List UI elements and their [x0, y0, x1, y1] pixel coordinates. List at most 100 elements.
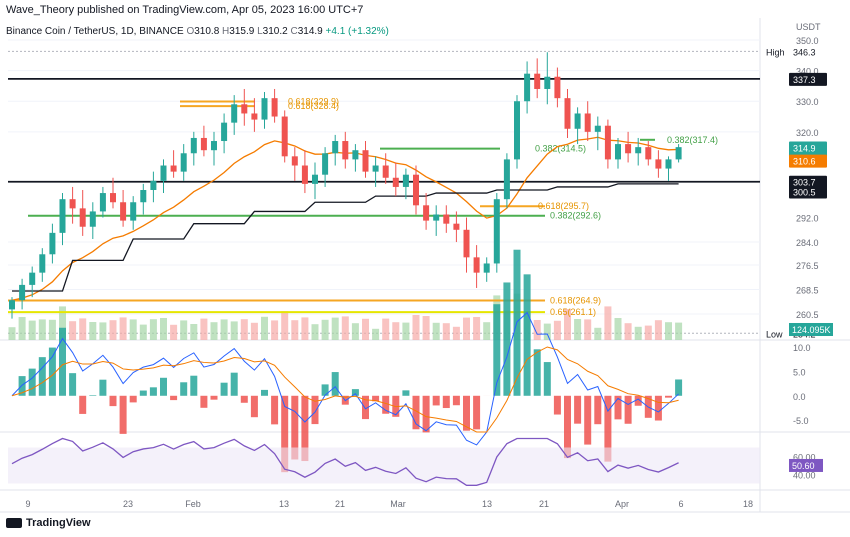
- candle-body: [301, 165, 308, 184]
- macd-histogram-bar: [523, 274, 531, 396]
- volume-bar: [624, 323, 632, 340]
- volume-bar: [351, 323, 359, 340]
- macd-histogram-bar: [180, 382, 188, 396]
- symbol-info: Binance Coin / TetherUS, 1D, BINANCE O31…: [6, 26, 389, 37]
- volume-bar: [362, 318, 369, 340]
- symbol-name: Binance Coin / TetherUS, 1D, BINANCE: [6, 26, 184, 37]
- candle-body: [160, 165, 167, 181]
- volume-bar: [79, 318, 87, 340]
- volume-label-bg: [789, 323, 833, 336]
- volume-bar: [665, 322, 672, 340]
- price-label: 314.9: [793, 143, 816, 153]
- tradingview-logo-icon: [6, 518, 22, 528]
- volume-bar: [452, 326, 460, 340]
- macd-histogram-bar: [634, 395, 642, 406]
- macd-histogram-bar: [574, 395, 582, 424]
- volume-bar: [109, 320, 117, 340]
- macd-histogram-bar: [291, 395, 299, 460]
- macd-histogram-bar: [624, 395, 632, 424]
- high-value: 346.3: [793, 47, 816, 57]
- fib-label: 0.618(329.9): [288, 97, 339, 107]
- macd-histogram-bar: [149, 387, 157, 396]
- macd-histogram-bar: [362, 395, 369, 420]
- volume-bar: [301, 317, 309, 340]
- candle-body: [120, 202, 127, 221]
- volume-bar: [160, 318, 167, 340]
- macd-histogram-bar: [210, 395, 218, 400]
- volume-bar: [119, 317, 127, 340]
- volume-bar: [473, 317, 481, 340]
- macd-histogram-bar: [311, 395, 319, 425]
- macd-histogram-bar: [432, 395, 440, 406]
- candle-body: [514, 101, 520, 160]
- macd-histogram-bar: [442, 395, 450, 409]
- low-label: L: [257, 26, 263, 37]
- macd-histogram-bar: [553, 395, 561, 415]
- candle-body: [291, 156, 298, 166]
- volume-bar: [564, 309, 571, 340]
- macd-line: [11, 311, 679, 446]
- candle-body: [564, 98, 571, 129]
- volume-bar: [139, 324, 147, 340]
- published-caption: Wave_Theory published on TradingView.com…: [6, 4, 364, 16]
- volume-bar: [28, 320, 36, 340]
- candle-body: [584, 113, 591, 132]
- fib-label: 0.618(295.7): [538, 201, 589, 211]
- volume-bar: [8, 327, 16, 340]
- macd-histogram-bar: [382, 395, 390, 414]
- macd-histogram-bar: [139, 390, 147, 396]
- x-tick-label: 6: [678, 499, 683, 509]
- candle-body: [170, 165, 177, 172]
- volume-bar: [392, 322, 400, 340]
- candle-body: [413, 174, 419, 206]
- macd-tick-label: 10.0: [793, 343, 811, 353]
- candle-body: [635, 147, 642, 154]
- candle-body: [130, 202, 137, 221]
- fib-label: 0.618(264.9): [550, 296, 601, 306]
- volume-bar: [240, 319, 248, 340]
- macd-histogram-bar: [584, 395, 592, 445]
- volume-bar: [584, 319, 592, 340]
- macd-histogram-bar: [160, 377, 167, 396]
- macd-histogram-bar: [271, 395, 279, 425]
- macd-histogram-bar: [402, 390, 410, 396]
- macd-histogram-bar: [473, 395, 481, 430]
- candle-body: [69, 199, 76, 209]
- volume-bar: [230, 321, 238, 340]
- macd-histogram-bar: [452, 395, 460, 406]
- volume-bar: [220, 319, 228, 340]
- volume-bar: [463, 317, 470, 340]
- x-tick-label: 23: [123, 499, 133, 509]
- y-tick-label: 340.0: [796, 67, 819, 77]
- macd-histogram-bar: [220, 382, 228, 396]
- high-label: High: [766, 47, 785, 57]
- x-tick-label: 9: [25, 499, 30, 509]
- candle-body: [79, 208, 86, 227]
- y-tick-label: 284.0: [796, 238, 819, 248]
- candle-body: [503, 159, 510, 200]
- candle-body: [423, 205, 430, 221]
- macd-histogram-bar: [301, 395, 309, 462]
- volume-bar: [200, 318, 208, 340]
- volume-bar: [99, 322, 107, 340]
- fib-label: 0.65(261.1): [550, 307, 596, 317]
- rsi-label: 50.60: [792, 461, 815, 471]
- volume-bar: [59, 306, 66, 340]
- candle-body: [271, 98, 278, 117]
- macd-histogram-bar: [99, 379, 107, 396]
- volume-bar: [149, 319, 157, 340]
- candle-body: [200, 137, 207, 151]
- macd-histogram-bar: [109, 395, 117, 407]
- volume-bar: [412, 315, 420, 340]
- fib-label: 0.618(328.4): [288, 101, 339, 111]
- macd-histogram-bar: [230, 372, 238, 396]
- currency-label: USDT: [796, 22, 821, 32]
- price-label: 310.6: [793, 157, 816, 167]
- volume-bar: [533, 320, 541, 340]
- y-tick-label: 320.0: [796, 128, 819, 138]
- price-label-bg: [789, 185, 827, 199]
- candle-body: [675, 147, 682, 160]
- candle-body: [402, 174, 409, 187]
- candle-body: [453, 223, 460, 230]
